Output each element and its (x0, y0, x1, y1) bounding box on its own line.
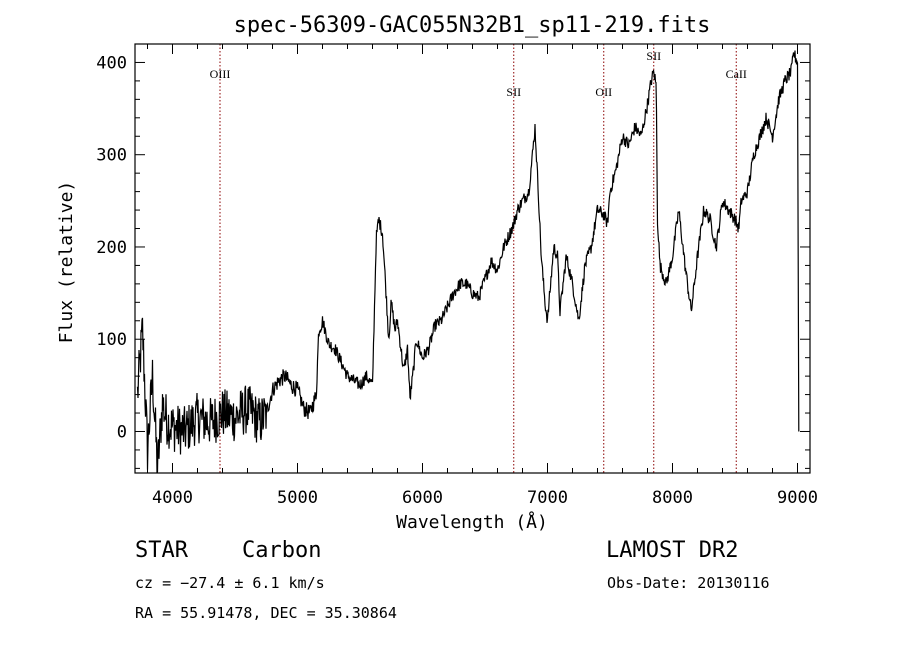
spectral-line-markers: OIII SII OII SII CaII (210, 44, 747, 473)
y-tick-label: 300 (96, 146, 127, 166)
x-axis: 4000 5000 6000 7000 8000 9000 (147, 44, 818, 508)
x-tick-label: 4000 (152, 488, 193, 508)
coordinates: RA = 55.91478, DEC = 35.30864 (135, 604, 397, 622)
object-class: STAR (135, 538, 188, 563)
spectral-line-label: CaII (726, 67, 747, 81)
y-tick-label: 200 (96, 238, 127, 258)
object-subclass: Carbon (242, 538, 322, 563)
spectral-line-label: OIII (210, 67, 231, 81)
x-tick-label: 6000 (402, 488, 443, 508)
y-axis: 0 100 200 300 400 (96, 43, 810, 469)
data-release: LAMOST DR2 (606, 538, 739, 563)
x-tick-label: 8000 (652, 488, 693, 508)
y-axis-label: Flux (relative) (56, 181, 77, 344)
cz-value: cz = −27.4 ± 6.1 km/s (135, 574, 325, 592)
spectral-line-label: SII (646, 49, 661, 63)
y-tick-label: 0 (117, 422, 127, 442)
y-tick-label: 400 (96, 53, 127, 73)
y-tick-label: 100 (96, 330, 127, 350)
spectral-line-label: OII (595, 85, 612, 99)
x-axis-label: Wavelength (Å) (396, 511, 548, 533)
chart-title: spec-56309-GAC055N32B1_sp11-219.fits (234, 13, 711, 38)
spectral-line-label: SII (506, 85, 521, 99)
x-tick-label: 7000 (527, 488, 568, 508)
obs-date: Obs-Date: 20130116 (607, 574, 770, 592)
x-tick-label: 5000 (277, 488, 318, 508)
series-line (136, 50, 800, 474)
x-tick-label: 9000 (777, 488, 818, 508)
